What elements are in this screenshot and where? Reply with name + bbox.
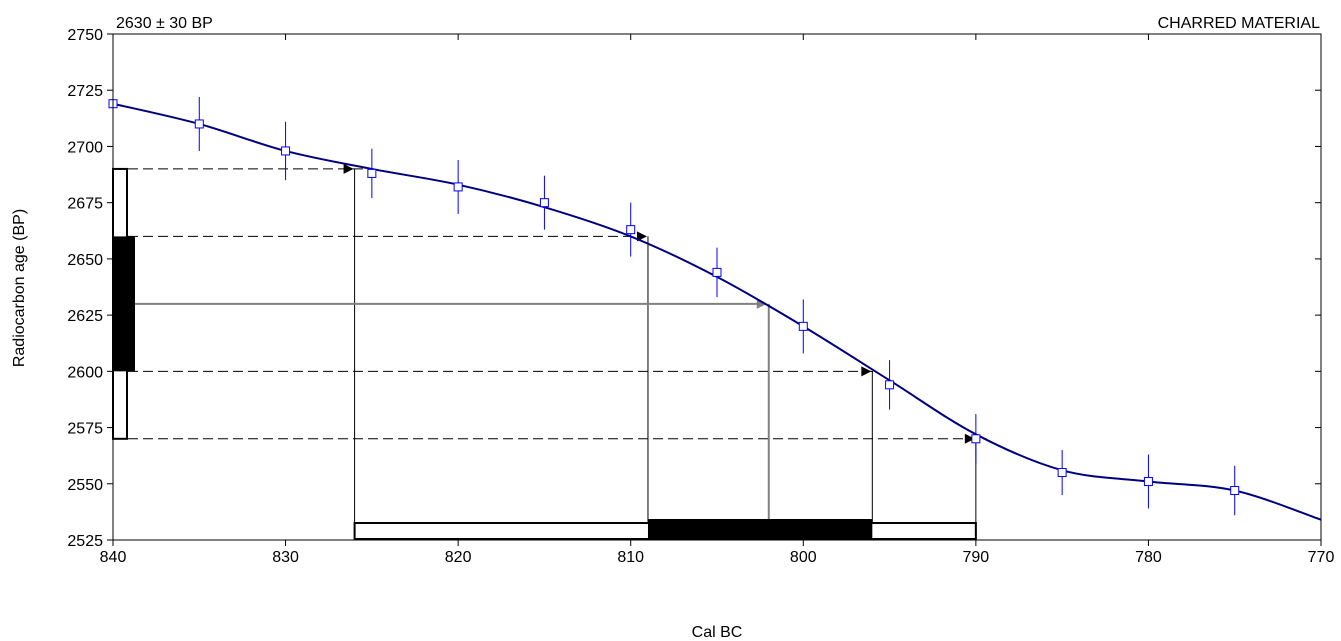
data-point-marker [194, 119, 204, 129]
crossing-arrow [636, 231, 647, 242]
y-tick-label: 2600 [67, 364, 103, 381]
x-tick-label: 800 [790, 549, 817, 566]
y-tick-label: 2625 [67, 308, 103, 325]
y-tick-label: 2550 [67, 477, 103, 494]
data-point-marker [798, 321, 808, 331]
measurement-1sigma-bar [113, 236, 135, 372]
y-tick-label: 2525 [67, 533, 103, 550]
y-tick-label: 2700 [67, 139, 103, 156]
x-axis-title: Cal BC [692, 624, 743, 641]
plot-frame [112, 33, 1322, 541]
y-tick-label: 2725 [67, 83, 103, 100]
data-point-marker [539, 198, 549, 208]
x-tick-label: 840 [100, 549, 127, 566]
plot-area: 2525 2550 2575 2600 2625 2650 2675 2700 2725 2750… [67, 27, 1334, 566]
data-point-marker [453, 182, 463, 192]
data-point-marker [367, 168, 377, 178]
material-label: CHARRED MATERIAL [1158, 15, 1320, 32]
y-tick-label: 2575 [67, 421, 103, 438]
data-point-marker [626, 225, 636, 235]
data-point-marker [1230, 486, 1240, 496]
y-tick-label: 2750 [67, 27, 103, 44]
crossing-arrow [964, 433, 975, 444]
data-point-marker [971, 434, 981, 444]
calibration-curve-line [112, 102, 1322, 521]
data-point-marker [281, 146, 291, 156]
data-point-marker [1057, 468, 1067, 478]
crossing-arrow [861, 366, 872, 377]
crossing-arrow [343, 163, 354, 174]
sample-age-label: 2630 ± 30 BP [116, 15, 213, 32]
y-tick-label: 2675 [67, 196, 103, 213]
x-tick-label: 830 [272, 549, 299, 566]
data-point-marker [712, 267, 722, 277]
x-tick-label: 820 [445, 549, 472, 566]
data-point-marker [885, 380, 895, 390]
y-tick-label: 2650 [67, 252, 103, 269]
data-point-marker [1143, 477, 1153, 487]
calibrated-1sigma-bar [647, 519, 873, 539]
x-tick-label: 770 [1308, 549, 1335, 566]
x-tick-label: 810 [617, 549, 644, 566]
x-tick-label: 780 [1135, 549, 1162, 566]
y-axis-title: Radiocarbon age (BP) [11, 209, 28, 367]
x-tick-label: 790 [963, 549, 990, 566]
